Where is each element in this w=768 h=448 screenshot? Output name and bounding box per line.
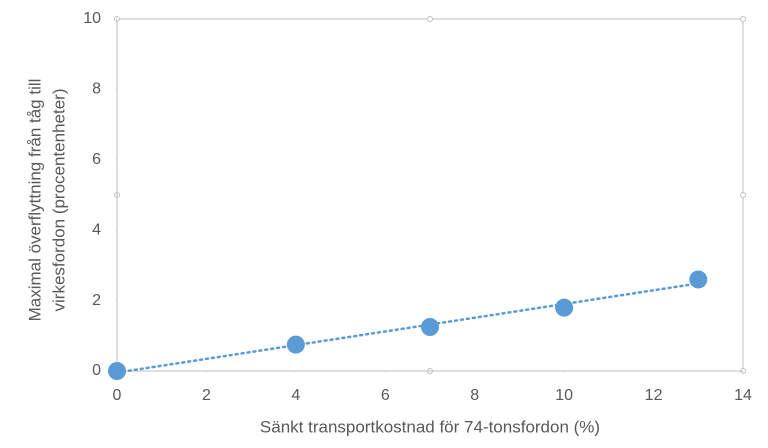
y-tick-label: 2 [92,292,101,309]
data-point [421,318,439,336]
y-axis-title: Maximal överflyttning från tåg till virk… [25,79,68,322]
y-tick-label: 0 [92,362,101,379]
x-tick-label: 10 [555,387,573,404]
data-point [108,362,126,380]
x-tick-label: 0 [113,387,122,404]
data-point [689,270,708,289]
y-axis-title-line: Maximal överflyttning från tåg till [25,79,44,322]
x-tick-label: 2 [202,387,211,404]
x-axis-title: Sänkt transportkostnad för 74-tonsfordon… [260,417,600,436]
x-tick-label: 8 [470,387,479,404]
x-tick-label: 6 [381,387,390,404]
data-point [555,298,574,317]
y-tick-label: 6 [92,151,101,168]
trendline [115,282,700,374]
x-tick-label: 4 [291,387,300,404]
y-tick-label: 4 [92,221,101,238]
x-tick-label: 14 [734,387,752,404]
y-axis-title-line: virkesfordon (procentenheter) [49,88,68,311]
y-tick-label: 8 [92,81,101,98]
y-tick-label: 10 [83,10,101,27]
x-tick-label: 12 [645,387,663,404]
data-point [286,335,305,354]
